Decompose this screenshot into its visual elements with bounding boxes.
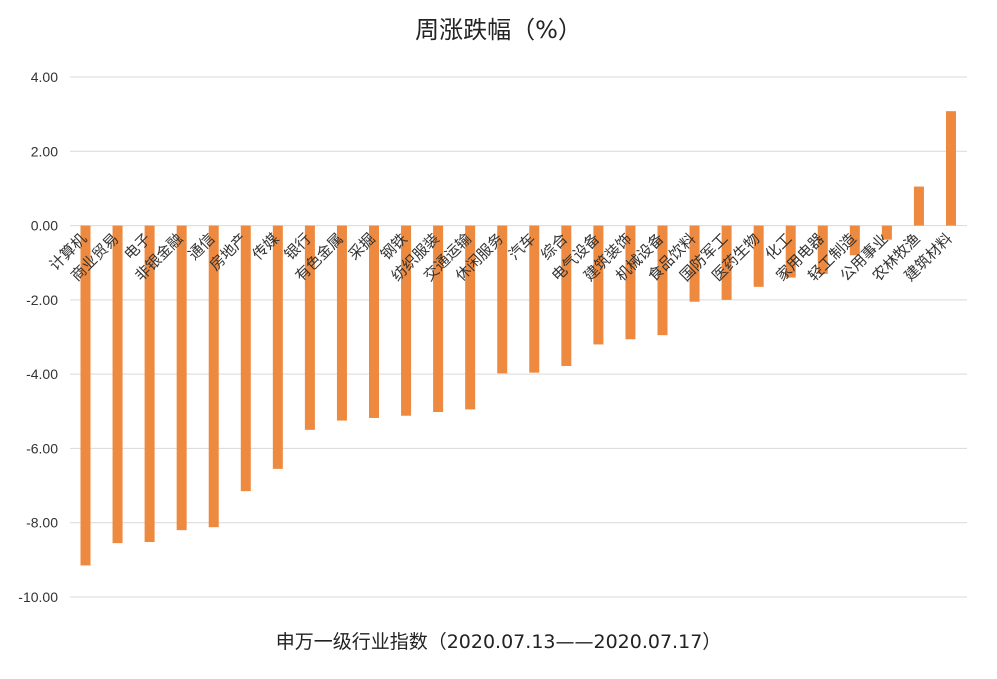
bar	[753, 225, 764, 287]
bar	[208, 225, 219, 528]
y-tick-label: -2.00	[26, 292, 58, 308]
y-tick-label: 4.00	[31, 69, 58, 85]
bar	[465, 225, 476, 410]
y-tick-label: -4.00	[26, 366, 58, 382]
bar	[369, 225, 379, 418]
chart-title: 周涨跌幅（%）	[415, 16, 582, 44]
bar	[625, 225, 636, 340]
bar	[401, 225, 412, 416]
y-axis-ticks: 4.00 2.00 0.00 -2.00 -4.00 -6.00 -8.00 -10.00	[18, 69, 58, 605]
bar	[881, 225, 892, 240]
gridlines	[70, 76, 967, 598]
bar	[817, 225, 828, 274]
y-tick-label: -10.00	[18, 589, 58, 605]
y-tick-label: 0.00	[31, 218, 58, 234]
bar	[721, 225, 732, 300]
bar	[529, 225, 540, 373]
bar	[593, 225, 604, 345]
bar	[913, 186, 924, 226]
bar	[304, 225, 315, 430]
y-tick-label: -6.00	[26, 440, 58, 456]
bars	[80, 111, 956, 566]
x-axis-title: 申万一级行业指数（2020.07.13——2020.07.17）	[275, 631, 722, 653]
bar	[433, 225, 444, 413]
bar	[336, 225, 347, 421]
bar	[240, 225, 251, 492]
bar	[80, 225, 91, 566]
bar	[657, 225, 668, 336]
y-tick-label: 2.00	[31, 143, 58, 159]
bar	[144, 225, 155, 543]
bar	[561, 225, 572, 366]
bar	[272, 225, 283, 469]
bar	[176, 225, 187, 531]
y-tick-label: -8.00	[26, 515, 58, 531]
bar	[497, 225, 508, 374]
bar	[112, 225, 123, 544]
bar	[689, 225, 700, 302]
bar	[785, 225, 796, 278]
bar	[946, 111, 956, 226]
bar	[849, 225, 860, 256]
